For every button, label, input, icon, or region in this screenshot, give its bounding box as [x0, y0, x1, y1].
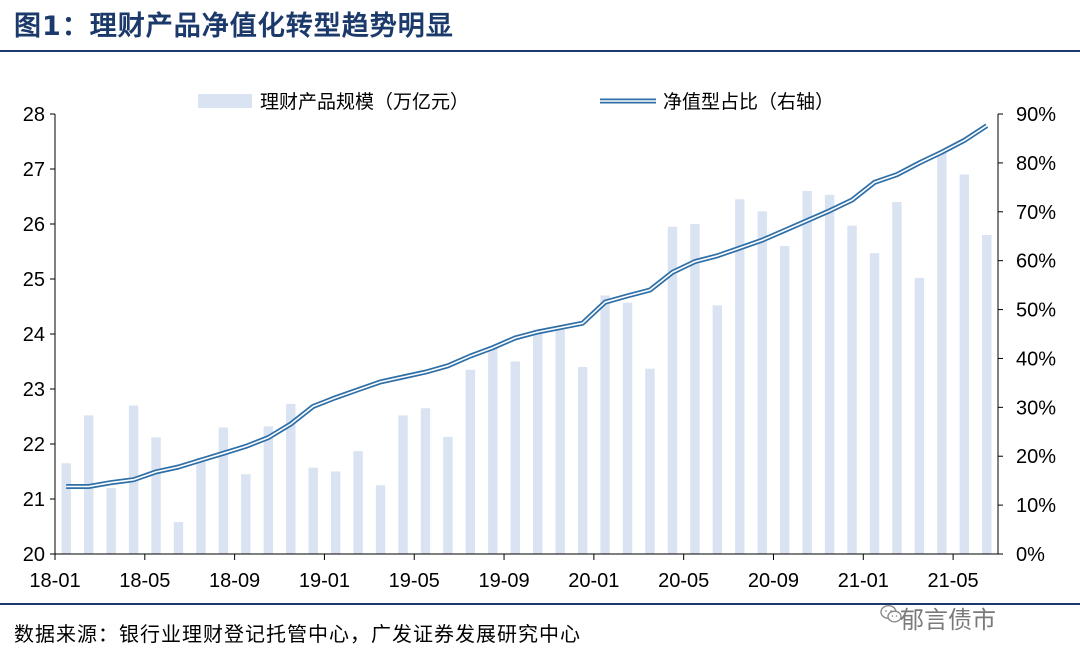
x-tick-label: 18-09	[209, 570, 260, 592]
bar-20-11	[824, 194, 835, 554]
right-tick-label: 10%	[1016, 495, 1056, 517]
bar-18-12	[308, 467, 318, 554]
bar-20-09	[779, 246, 790, 554]
bar-18-01	[61, 463, 71, 554]
x-tick-label: 19-05	[389, 570, 440, 592]
title-rule	[0, 50, 1080, 52]
bar-19-10	[533, 329, 543, 554]
bar-21-05	[959, 174, 970, 554]
chart-legend: 理财产品规模（万亿元） 净值型占比（右轴）	[198, 91, 834, 113]
bar-21-01	[869, 253, 880, 554]
x-tick-label: 21-01	[838, 570, 889, 592]
legend-bar-label: 理财产品规模（万亿元）	[260, 91, 469, 113]
right-tick-label: 30%	[1016, 397, 1056, 419]
left-tick-label: 28	[23, 104, 45, 126]
bar-19-11	[555, 328, 565, 554]
bar-19-12	[577, 367, 588, 554]
bar-21-03	[914, 277, 925, 554]
bar-21-02	[892, 202, 902, 554]
bar-20-10	[802, 191, 812, 554]
bar-18-11	[286, 403, 296, 554]
bar-18-05	[151, 437, 161, 554]
x-tick-label: 18-05	[119, 570, 170, 592]
left-tick-label: 22	[23, 434, 45, 456]
bar-20-08	[757, 211, 767, 554]
bar-21-04	[937, 152, 947, 554]
chart: 理财产品规模（万亿元） 净值型占比（右轴） 20 21 22 23 24 25 26 27 28…	[23, 91, 1056, 592]
left-tick-label: 20	[23, 544, 45, 566]
left-tick-label: 24	[23, 324, 45, 346]
left-tick-label: 26	[23, 214, 45, 236]
legend-bar-swatch	[198, 94, 252, 108]
right-tick-label: 50%	[1016, 300, 1056, 322]
bar-19-03	[375, 485, 386, 554]
right-axis-ticks: 0% 10% 20% 30% 40% 50% 60% 70% 80% 90%	[998, 104, 1056, 566]
left-tick-label: 27	[23, 159, 45, 181]
x-tick-label: 19-09	[478, 570, 529, 592]
bar-19-01	[330, 471, 341, 554]
x-tick-label: 19-01	[299, 570, 350, 592]
right-tick-label: 90%	[1016, 104, 1056, 126]
left-axis-ticks: 20 21 22 23 24 25 26 27 28	[23, 104, 55, 566]
figure-title: 图1：理财产品净值化转型趋势明显	[14, 11, 454, 42]
bar-18-06	[173, 522, 184, 554]
x-tick-label: 20-01	[568, 570, 619, 592]
right-tick-label: 80%	[1016, 153, 1056, 175]
bar-19-08	[488, 346, 498, 554]
right-tick-label: 0%	[1016, 544, 1045, 566]
bar-19-09	[510, 361, 520, 554]
legend-line-label: 净值型占比（右轴）	[663, 91, 834, 113]
bar-20-04	[667, 226, 678, 554]
bottom-rule	[0, 603, 1080, 605]
bar-19-06	[443, 436, 453, 554]
bar-18-10	[263, 426, 274, 554]
line-series	[66, 123, 989, 489]
bar-20-03	[645, 368, 655, 554]
bar-20-06	[712, 305, 723, 554]
right-tick-label: 20%	[1016, 446, 1056, 468]
x-tick-label: 20-09	[748, 570, 799, 592]
bar-18-08	[218, 427, 229, 554]
right-tick-label: 60%	[1016, 251, 1056, 273]
bar-20-07	[735, 199, 745, 554]
bar-21-06	[982, 235, 992, 554]
left-tick-label: 21	[23, 489, 45, 511]
bar-19-02	[353, 451, 363, 554]
source-note: 数据来源：银行业理财登记托管中心，广发证券发展研究中心	[14, 622, 581, 646]
wechat-icon	[880, 604, 902, 623]
bar-20-05	[690, 224, 700, 554]
bar-18-09	[241, 474, 251, 554]
x-tick-label: 18-01	[29, 570, 80, 592]
left-tick-label: 25	[23, 269, 45, 291]
bar-20-12	[847, 225, 857, 554]
watermark: 郁言债市	[900, 606, 996, 634]
bar-18-07	[196, 457, 206, 554]
bar-19-04	[398, 415, 408, 554]
bar-series	[61, 152, 992, 554]
right-tick-label: 40%	[1016, 348, 1056, 370]
bar-19-05	[420, 408, 431, 554]
x-axis-ticks: 18-01 18-05 18-09 19-01 19-05 19-09 20-01 20-05…	[29, 554, 979, 592]
x-tick-label: 21-05	[928, 570, 979, 592]
bar-20-02	[622, 302, 633, 554]
line-inner	[66, 125, 988, 488]
x-tick-label: 20-05	[658, 570, 709, 592]
right-tick-label: 70%	[1016, 202, 1056, 224]
left-tick-label: 23	[23, 379, 45, 401]
bar-18-03	[106, 488, 116, 554]
bar-19-07	[465, 369, 476, 554]
bar-20-01	[600, 295, 610, 554]
